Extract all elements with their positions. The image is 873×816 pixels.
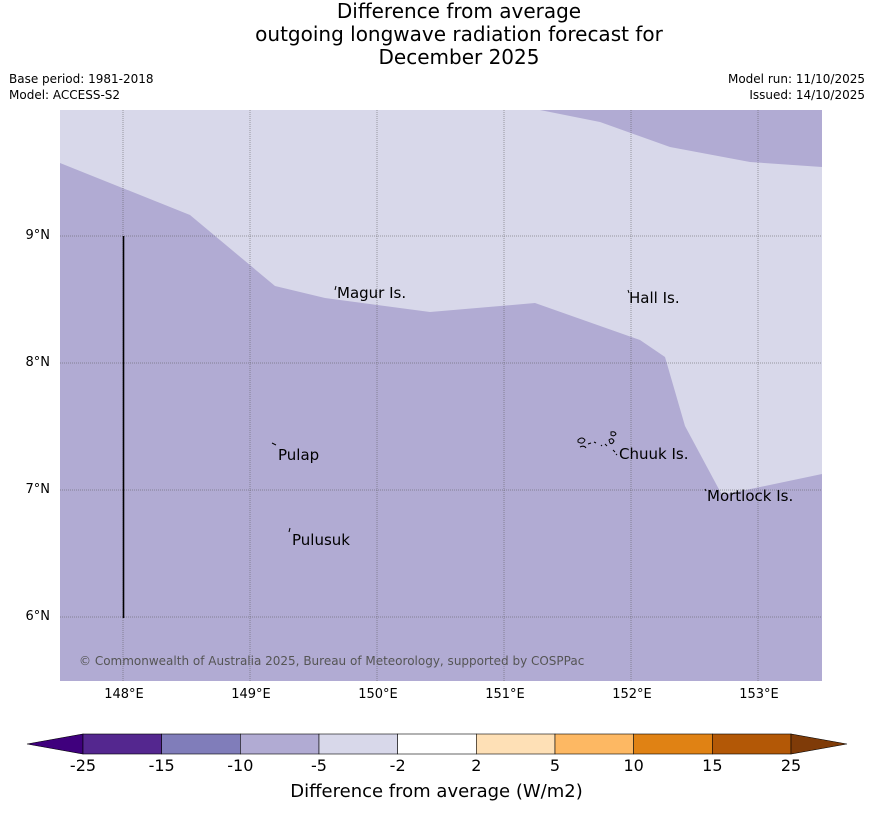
label-mortlock: Mortlock Is. (707, 487, 794, 505)
base-period: Base period: 1981-2018 (9, 72, 154, 86)
mortlock-island-shape (704, 488, 707, 492)
meta-left: Base period: 1981-2018 Model: ACCESS-S2 (9, 71, 154, 103)
model-run: Model run: 11/10/2025 (727, 72, 865, 86)
colorbar-segment (712, 733, 792, 755)
colorbar-segment (318, 733, 398, 755)
lat-label-7n: 7°N (25, 482, 51, 497)
map-title: Difference from average outgoing longwav… (0, 0, 873, 69)
colorbar-tick-label: 15 (702, 756, 723, 775)
lat-label-8n: 8°N (25, 355, 51, 370)
pulusuk-island-shape (288, 527, 291, 533)
colorbar-segment (82, 733, 162, 755)
colorbar-extend-high (790, 733, 848, 755)
colorbar (26, 733, 848, 755)
title-line-3: December 2025 (378, 45, 540, 69)
colorbar-tick-label: -5 (311, 756, 327, 775)
map-svg (60, 110, 822, 681)
label-pulusuk: Pulusuk (292, 531, 350, 549)
colorbar-tick-label: 10 (623, 756, 644, 775)
issued-date: Issued: 14/10/2025 (749, 88, 865, 102)
colorbar-tick-label: -2 (389, 756, 406, 775)
colorbar-tick-label: -10 (227, 756, 254, 775)
colorbar-tick-label: 2 (471, 756, 482, 775)
pulap-island-shape (271, 442, 277, 446)
lon-label-148e: 148°E (104, 687, 144, 702)
colorbar-segment (397, 733, 477, 755)
lon-label-152e: 152°E (612, 687, 652, 702)
label-magur: Magur Is. (337, 284, 407, 302)
copyright-notice: © Commonwealth of Australia 2025, Bureau… (79, 654, 585, 668)
title-line-2: outgoing longwave radiation forecast for (255, 22, 663, 46)
meta-right: Model run: 11/10/2025 Issued: 14/10/2025 (728, 71, 865, 103)
lat-label-9n: 9°N (25, 228, 51, 243)
map-panel[interactable]: Magur Is. Hall Is. Pulap Chuuk Is. Mortl… (60, 110, 822, 681)
colorbar-segment (633, 733, 713, 755)
hall-island-shape (627, 289, 630, 294)
graticule (60, 110, 822, 681)
label-chuuk: Chuuk Is. (619, 445, 689, 463)
colorbar-segment (476, 733, 556, 755)
anomaly-band-minus5-minus2 (60, 110, 822, 495)
lon-label-151e: 151°E (485, 687, 525, 702)
colorbar-tick-label: -15 (148, 756, 175, 775)
lon-label-149e: 149°E (231, 687, 271, 702)
colorbar-segment (240, 733, 320, 755)
colorbar-segments (26, 733, 848, 755)
colorbar-segment (161, 733, 241, 755)
title-line-1: Difference from average (336, 0, 582, 23)
colorbar-extend-low (26, 733, 84, 755)
lat-label-6n: 6°N (25, 609, 51, 624)
lon-label-153e: 153°E (739, 687, 779, 702)
model-name: Model: ACCESS-S2 (9, 88, 121, 102)
label-pulap: Pulap (278, 446, 320, 464)
colorbar-segment (554, 733, 634, 755)
island-outlines (271, 285, 707, 533)
magur-island-shape (334, 285, 337, 291)
chuuk-lagoon-shape (577, 431, 618, 456)
colorbar-tick-label: 5 (549, 756, 561, 775)
colorbar-title: Difference from average (W/m2) (290, 781, 583, 802)
label-hall: Hall Is. (629, 289, 680, 307)
colorbar-tick-label: 25 (780, 756, 802, 775)
colorbar-tick-label: -25 (69, 756, 97, 775)
lon-label-150e: 150°E (358, 687, 398, 702)
